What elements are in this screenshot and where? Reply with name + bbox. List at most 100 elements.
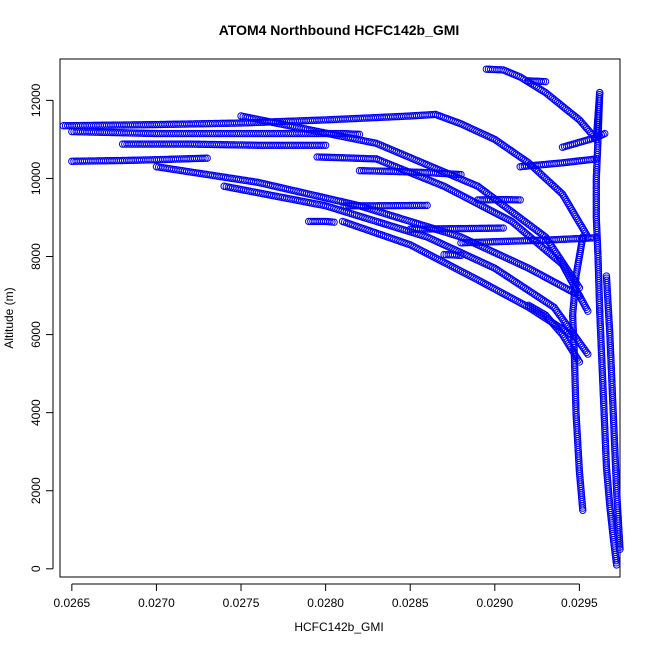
data-point	[560, 194, 569, 202]
data-point	[514, 196, 522, 204]
data-point	[603, 276, 611, 285]
data-point	[592, 234, 601, 242]
data-point	[547, 242, 556, 250]
data-point	[562, 195, 570, 204]
data-point	[319, 141, 328, 149]
data-point	[554, 322, 562, 330]
data-point	[537, 77, 546, 86]
data-point	[578, 223, 587, 232]
data-point	[559, 192, 568, 200]
data-point	[532, 305, 540, 314]
y-axis-label: Altitude (m)	[2, 287, 16, 348]
data-point	[566, 203, 574, 211]
data-point	[581, 229, 590, 237]
data-point	[563, 197, 571, 206]
data-point	[551, 247, 559, 256]
data-point	[539, 77, 548, 86]
data-point	[530, 82, 539, 90]
x-tick-label: 0.0285	[392, 596, 429, 610]
data-point	[567, 345, 576, 353]
data-point	[573, 280, 581, 288]
data-point	[602, 274, 611, 282]
data-point	[562, 336, 570, 344]
x-tick-label: 0.0295	[561, 596, 598, 610]
data-point	[541, 233, 550, 241]
data-point	[568, 207, 577, 215]
data-point	[570, 210, 579, 219]
y-tick-label: 0	[29, 565, 43, 572]
data-point	[567, 330, 575, 339]
data-point	[596, 88, 604, 97]
data-point	[201, 154, 209, 162]
data-point	[574, 216, 582, 224]
data-point	[561, 334, 569, 342]
data-point	[528, 303, 537, 312]
data-point	[537, 311, 546, 320]
data-point	[575, 358, 584, 366]
data-point	[564, 199, 572, 208]
data-point	[566, 343, 575, 352]
data-point	[558, 190, 567, 198]
data-point	[530, 304, 538, 313]
data-point	[573, 354, 581, 362]
data-point	[568, 347, 577, 355]
y-tick-label: 12000	[29, 83, 43, 117]
data-point	[580, 227, 589, 236]
data-point	[499, 224, 507, 232]
data-point	[538, 86, 546, 95]
x-tick-label: 0.0290	[476, 596, 513, 610]
data-point	[562, 264, 570, 272]
data-point	[584, 350, 592, 358]
data-point	[595, 91, 604, 99]
data-point	[497, 224, 505, 232]
data-point	[572, 352, 580, 361]
data-point	[518, 74, 526, 82]
data-point	[532, 308, 540, 316]
data-point	[567, 205, 575, 213]
y-tick-label: 4000	[29, 399, 43, 426]
data-point	[572, 212, 580, 221]
data-point	[516, 73, 524, 81]
data-point	[541, 314, 549, 322]
data-point	[563, 265, 572, 274]
data-point	[577, 222, 585, 230]
data-point	[521, 76, 530, 85]
data-point	[575, 218, 583, 226]
data-point	[558, 258, 567, 267]
data-point	[592, 155, 601, 163]
data-point	[423, 201, 431, 210]
data-point	[570, 276, 579, 285]
data-point	[549, 244, 557, 252]
data-point	[565, 341, 573, 350]
data-point	[524, 301, 533, 310]
data-point	[563, 338, 571, 346]
data-point	[576, 220, 584, 228]
data-point	[579, 225, 588, 234]
data-point	[574, 356, 582, 364]
data-point	[569, 209, 578, 217]
data-point	[330, 218, 338, 226]
data-point	[570, 349, 578, 357]
data-point	[543, 235, 551, 243]
data-point	[536, 85, 544, 93]
data-point	[573, 214, 581, 223]
data-point	[575, 284, 584, 292]
data-point	[566, 269, 574, 277]
data-point	[571, 350, 579, 359]
data-point	[552, 249, 561, 258]
x-axis-label: HCFC142b_GMI	[294, 620, 383, 634]
data-point	[568, 273, 576, 281]
data-point	[558, 330, 567, 339]
y-tick-label: 2000	[29, 477, 43, 504]
data-point	[546, 240, 555, 248]
data-point	[526, 302, 535, 311]
data-point	[199, 154, 207, 162]
data-point	[512, 196, 520, 204]
data-point	[550, 245, 558, 254]
data-point	[534, 307, 542, 315]
x-tick-label: 0.0275	[223, 596, 260, 610]
data-point	[421, 201, 429, 210]
data-point	[584, 233, 592, 241]
data-point	[574, 282, 582, 290]
